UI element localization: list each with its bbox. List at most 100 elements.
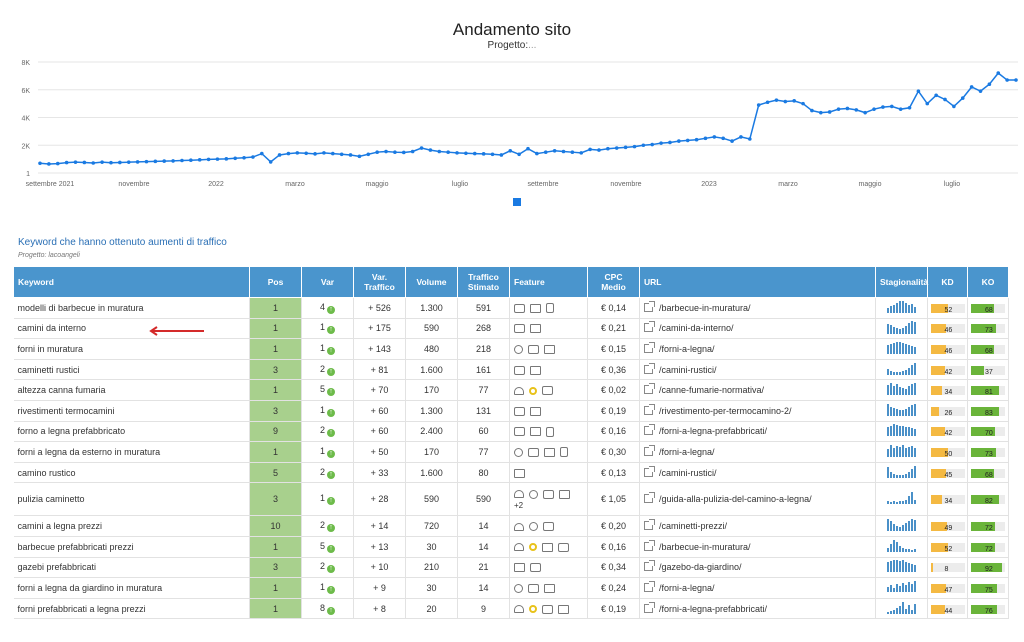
data-point[interactable] [526,146,530,151]
table-row[interactable]: caminetti rustici 3 2 ↑ + 81 1.600 161 € … [13,359,1009,381]
keyword-cell[interactable]: camino rustico [13,462,250,484]
data-point[interactable] [889,104,894,109]
data-point[interactable] [987,82,992,86]
keyword-cell[interactable]: forni a legna da esterno in muratura [13,441,250,463]
data-point[interactable] [268,160,273,164]
more-features[interactable]: +2 [514,500,524,510]
table-row[interactable]: rivestimenti termocamini 3 1 ↑ + 60 1.300… [13,400,1009,422]
data-point[interactable] [419,146,424,150]
keyword-cell[interactable]: camini a legna prezzi [13,515,250,537]
data-point[interactable] [126,160,131,164]
url-link[interactable]: /camini-rustici/ [659,467,717,478]
data-point[interactable] [1005,78,1009,82]
data-point[interactable] [677,139,681,143]
external-link-icon[interactable] [644,444,655,456]
table-row[interactable]: altezza canna fumaria 1 5 ↑ + 70 170 77 €… [13,379,1009,401]
data-point[interactable] [38,161,42,166]
data-point[interactable] [552,149,557,153]
data-point[interactable] [286,151,291,156]
data-point[interactable] [1014,78,1018,82]
url-cell[interactable]: /gazebo-da-giardino/ [639,557,876,579]
table-row[interactable]: forno a legna prefabbricato 9 2 ↑ + 60 2.… [13,421,1009,443]
col-var-traffic[interactable]: Var. Traffico [353,266,406,298]
data-point[interactable] [739,135,743,139]
url-link[interactable]: /forni-a-legna-prefabbricati/ [659,426,768,437]
url-link[interactable]: /forni-a-legna-prefabbricati/ [659,603,768,614]
data-point[interactable] [118,160,122,165]
table-row[interactable]: forni a legna da giardino in muratura 1 … [13,577,1009,599]
url-link[interactable]: /guida-alla-pulizia-del-camino-a-legna/ [659,494,812,505]
data-point[interactable] [401,150,406,155]
data-point[interactable] [464,151,468,156]
data-point[interactable] [535,151,539,156]
data-point[interactable] [668,140,672,145]
external-link-icon[interactable] [644,601,655,613]
data-point[interactable] [251,155,255,159]
data-point[interactable] [872,107,876,111]
data-point[interactable] [295,151,300,155]
table-row[interactable]: forni prefabbricati a legna prezzi 1 8 ↑ … [13,598,1009,620]
data-point[interactable] [331,151,335,156]
table-row[interactable]: forni a legna da esterno in muratura 1 1… [13,441,1009,463]
table-row[interactable]: barbecue prefabbricati prezzi 1 5 ↑ + 13 … [13,536,1009,558]
data-point[interactable] [313,152,317,156]
data-point[interactable] [881,105,885,109]
data-point[interactable] [943,97,947,102]
data-point[interactable] [100,160,104,164]
data-point[interactable] [978,89,983,93]
external-link-icon[interactable] [644,403,655,415]
data-point[interactable] [712,135,717,139]
url-link[interactable]: /forni-a-legna/ [659,343,715,354]
keyword-cell[interactable]: pulizia caminetto [13,482,250,517]
external-link-icon[interactable] [644,341,655,353]
data-point[interactable] [916,89,921,93]
data-point[interactable] [907,105,912,110]
url-link[interactable]: /gazebo-da-giardino/ [659,562,742,573]
url-cell[interactable]: /forni-a-legna-prefabbricati/ [639,421,876,443]
data-point[interactable] [650,142,655,147]
data-point[interactable] [623,145,628,150]
table-row[interactable]: camini a legna prezzi 10 2 ↑ + 14 720 14 … [13,515,1009,537]
data-point[interactable] [854,108,859,112]
keyword-cell[interactable]: forni a legna da giardino in muratura [13,577,250,599]
url-link[interactable]: /camini-rustici/ [659,364,717,375]
url-cell[interactable]: /caminetti-prezzi/ [639,515,876,537]
data-point[interactable] [393,150,397,154]
data-point[interactable] [748,137,752,141]
data-point[interactable] [180,158,184,163]
data-point[interactable] [472,151,477,156]
external-link-icon[interactable] [644,424,655,436]
data-point[interactable] [490,152,495,157]
url-cell[interactable]: /camini-rustici/ [639,462,876,484]
url-link[interactable]: /barbecue-in-muratura/ [659,541,751,552]
data-point[interactable] [189,158,193,163]
external-link-icon[interactable] [644,560,655,572]
data-point[interactable] [685,138,690,143]
data-point[interactable] [925,101,930,106]
data-point[interactable] [508,149,513,153]
external-link-icon[interactable] [644,321,655,333]
col-pos[interactable]: Pos [249,266,302,298]
data-point[interactable] [322,151,326,155]
url-link[interactable]: /canne-fumarie-normativa/ [659,385,765,396]
table-row[interactable]: gazebi prefabbricati 3 2 ↑ + 10 210 21 € … [13,557,1009,579]
data-point[interactable] [836,107,841,111]
url-cell[interactable]: /forni-a-legna/ [639,577,876,599]
data-point[interactable] [64,160,69,165]
external-link-icon[interactable] [644,465,655,477]
data-point[interactable] [375,150,379,154]
col-ko[interactable]: KO [967,266,1009,298]
data-point[interactable] [517,152,521,157]
data-point[interactable] [224,157,229,161]
data-point[interactable] [960,96,965,100]
table-row[interactable]: camino rustico 5 2 ↑ + 33 1.600 80 € 0,13… [13,462,1009,484]
url-link[interactable]: /camini-da-interno/ [659,323,734,334]
data-point[interactable] [694,137,699,142]
url-cell[interactable]: /forni-a-legna/ [639,441,876,463]
data-point[interactable] [561,149,566,154]
data-point[interactable] [579,151,584,155]
data-point[interactable] [437,149,442,154]
data-point[interactable] [73,160,78,164]
data-point[interactable] [242,155,246,160]
data-point[interactable] [91,161,96,165]
